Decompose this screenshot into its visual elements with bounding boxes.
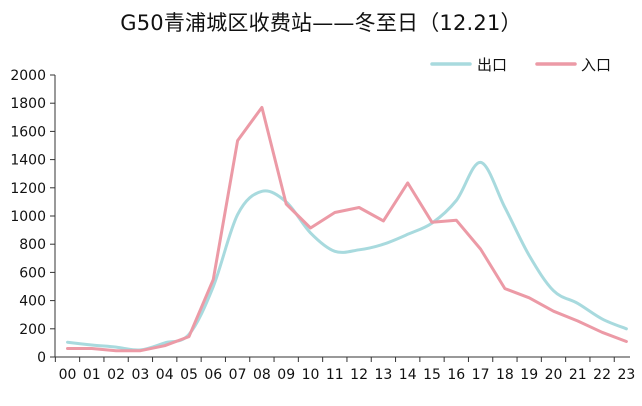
x-tick-label: 11 [326,367,344,383]
x-tick-label: 05 [180,367,198,383]
axes: 0 200 400 600 800 1000 1200 1400 1600 1800 2000 00 0… [10,68,635,383]
x-tick-label: 19 [520,367,538,383]
y-tick-label: 800 [19,237,46,253]
x-tick-label: 04 [156,367,174,383]
y-tick-label: 1400 [10,153,46,169]
x-tick-label: 17 [472,367,490,383]
legend: 出口 入口 [430,56,611,74]
y-tick-label: 1200 [10,181,46,197]
series-line-entry [66,105,628,353]
legend-label: 入口 [581,56,611,74]
x-tick-label: 21 [569,367,587,383]
x-tick-label: 01 [83,367,101,383]
y-tick-label: 400 [19,294,46,310]
x-tick-label: 16 [447,367,465,383]
x-tick-label: 18 [496,367,514,383]
series-line-exit [66,160,628,352]
y-tick-label: 1600 [10,124,46,140]
x-tick-label: 02 [107,367,125,383]
series-lines [66,105,628,353]
chart-title: G50青浦城区收费站——冬至日（12.21） [120,11,522,35]
y-tick-label: 200 [19,322,46,338]
x-tick-label: 22 [593,367,611,383]
x-tick-label: 12 [350,367,368,383]
y-tick-label: 600 [19,265,46,281]
x-tick-label: 10 [302,367,320,383]
x-tick-label: 08 [253,367,271,383]
x-tick-label: 13 [374,367,392,383]
legend-label: 出口 [477,56,507,74]
y-tick-label: 1800 [10,96,46,112]
x-tick-label: 06 [204,367,222,383]
x-tick-label: 15 [423,367,441,383]
x-tick-label: 23 [617,367,635,383]
x-tick-label: 03 [131,367,149,383]
y-tick-label: 0 [37,350,46,366]
x-tick-label: 14 [399,367,417,383]
x-tick-label: 00 [59,367,77,383]
y-tick-label: 2000 [10,68,46,84]
x-tick-label: 20 [545,367,563,383]
x-tick-label: 09 [277,367,295,383]
x-tick-label: 07 [229,367,247,383]
y-tick-label: 1000 [10,209,46,225]
